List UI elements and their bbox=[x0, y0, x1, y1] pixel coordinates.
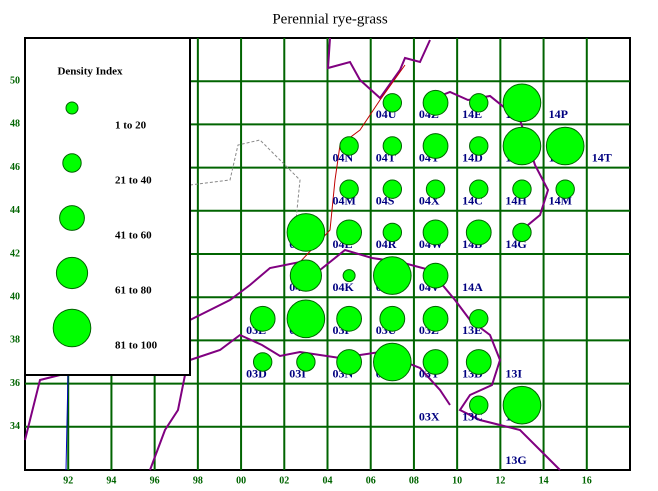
x-tick-label: 14 bbox=[539, 475, 549, 486]
cell-label: 14P bbox=[549, 107, 568, 121]
bubble bbox=[373, 256, 412, 295]
y-tick-label: 40 bbox=[10, 291, 20, 302]
bubble bbox=[422, 305, 449, 332]
legend-label: 21 to 40 bbox=[115, 175, 152, 187]
cell-label: 03X bbox=[419, 410, 440, 424]
bubble bbox=[289, 259, 322, 292]
y-tick-label: 48 bbox=[10, 119, 20, 130]
bubble bbox=[422, 349, 449, 375]
x-tick-label: 12 bbox=[495, 475, 505, 486]
legend-label: 1 to 20 bbox=[115, 120, 147, 132]
bubble bbox=[336, 349, 363, 375]
x-tick-label: 02 bbox=[279, 475, 289, 486]
bubble bbox=[469, 179, 489, 199]
bubble bbox=[249, 305, 276, 332]
x-tick-label: 98 bbox=[193, 475, 203, 486]
x-tick-label: 06 bbox=[366, 475, 376, 486]
x-tick-label: 00 bbox=[236, 475, 246, 486]
x-tick-label: 08 bbox=[409, 475, 419, 486]
chart-title: Perennial rye-grass bbox=[272, 11, 388, 27]
bubble bbox=[342, 269, 356, 283]
x-tick-label: 04 bbox=[323, 475, 333, 486]
coastline bbox=[189, 333, 451, 406]
legend-box bbox=[24, 37, 191, 376]
x-tick-label: 96 bbox=[150, 475, 160, 486]
bubble bbox=[422, 262, 449, 289]
bubble bbox=[286, 299, 326, 339]
legend-title: Density Index bbox=[57, 66, 123, 78]
legend-swatch bbox=[65, 101, 79, 115]
bubble bbox=[502, 83, 542, 123]
cell-label: 13G bbox=[505, 453, 526, 467]
bubble bbox=[512, 222, 532, 243]
bubble bbox=[555, 179, 575, 199]
bubble bbox=[339, 179, 359, 199]
legend-swatch bbox=[52, 308, 92, 348]
ticks: 92 94 96 98 00 02 04 06 08 10 12 14 16 34 36 38 40 42 44 46… bbox=[10, 75, 592, 486]
x-tick-label: 94 bbox=[106, 475, 116, 486]
bubble bbox=[336, 219, 363, 246]
cell-label: 14T bbox=[592, 150, 612, 164]
y-tick-label: 42 bbox=[10, 248, 20, 259]
bubble bbox=[469, 93, 489, 113]
coastline bbox=[189, 248, 561, 471]
bubble bbox=[422, 89, 449, 116]
bubble bbox=[379, 305, 406, 332]
legend-swatch bbox=[59, 205, 85, 231]
river bbox=[65, 374, 69, 471]
bubble bbox=[512, 179, 532, 199]
bubble bbox=[382, 93, 403, 113]
coastline bbox=[24, 374, 186, 471]
y-tick-label: 44 bbox=[10, 205, 20, 216]
bubble bbox=[425, 179, 446, 199]
legend-label: 41 to 60 bbox=[115, 230, 152, 242]
y-tick-label: 36 bbox=[10, 378, 20, 389]
y-tick-label: 46 bbox=[10, 162, 20, 173]
legend-label: 81 to 100 bbox=[115, 340, 158, 352]
x-tick-label: 10 bbox=[452, 475, 462, 486]
bubble bbox=[465, 349, 492, 375]
y-tick-label: 34 bbox=[10, 421, 20, 432]
cell-label: 04K bbox=[333, 280, 355, 294]
legend-swatch bbox=[55, 256, 89, 290]
bubble bbox=[502, 385, 542, 425]
bubble bbox=[469, 136, 489, 156]
bubble bbox=[286, 213, 326, 252]
x-tick-label: 16 bbox=[582, 475, 592, 486]
legend: 1 to 20 21 to 40 41 to 60 61 to 80 81 to 100 bbox=[52, 101, 158, 352]
legend-swatch bbox=[62, 153, 82, 173]
x-tick-label: 92 bbox=[63, 475, 73, 486]
coastline bbox=[326, 37, 431, 100]
bubble bbox=[382, 179, 403, 199]
bubble bbox=[382, 222, 403, 243]
bubble bbox=[422, 133, 449, 159]
bubble bbox=[422, 219, 449, 246]
bubble bbox=[465, 219, 492, 246]
bubble bbox=[382, 136, 403, 156]
cell-label: 13I bbox=[505, 366, 522, 380]
bubbles bbox=[249, 83, 585, 425]
border bbox=[189, 139, 301, 241]
bubble bbox=[252, 352, 273, 372]
bubble bbox=[469, 395, 489, 415]
legend-label: 61 to 80 bbox=[115, 285, 152, 297]
bubble bbox=[296, 352, 316, 372]
bubble bbox=[336, 305, 363, 332]
bubble bbox=[502, 126, 542, 166]
bubble bbox=[469, 309, 489, 329]
cell-label: 14A bbox=[462, 280, 483, 294]
y-tick-label: 38 bbox=[10, 335, 20, 346]
bubble bbox=[545, 126, 585, 166]
bubble bbox=[373, 342, 412, 382]
y-tick-label: 50 bbox=[10, 75, 20, 86]
bubble bbox=[339, 136, 359, 156]
